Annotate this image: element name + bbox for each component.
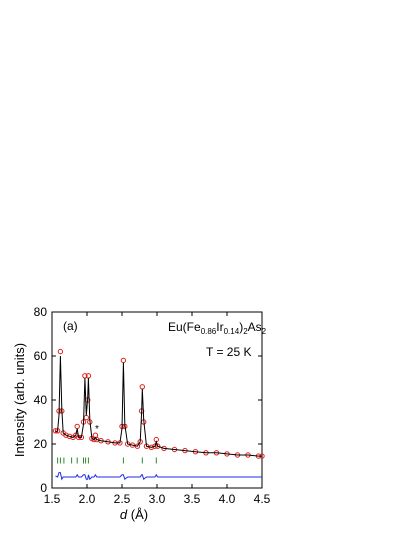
y-tick-label: 20 [34, 437, 48, 451]
formula-part: Ir [216, 320, 223, 334]
observed-point [120, 357, 127, 364]
x-tick-label: 3.5 [184, 492, 201, 506]
formula-part: As [248, 320, 262, 334]
observed-point [83, 414, 90, 421]
observed-point [152, 443, 158, 449]
y-tick-label: 80 [34, 305, 48, 319]
impurity-marker: * [95, 424, 99, 435]
series-line [55, 472, 262, 481]
formula-part: Eu(Fe [168, 320, 201, 334]
x-tick-label: 4.5 [254, 492, 271, 506]
x-tick-label: 3.0 [149, 492, 166, 506]
observed-point [57, 348, 64, 355]
observed-point [66, 433, 73, 439]
formula-sub: 0.86 [201, 327, 217, 336]
formula-sub: 2 [262, 327, 267, 336]
x-tick-label: 4.0 [219, 492, 236, 506]
formula-part: ) [239, 320, 243, 334]
x-tick-label: 2.0 [79, 492, 96, 506]
observed-point [139, 384, 146, 390]
formula: Eu(Fe0.86Ir0.14)2As2 [168, 320, 267, 336]
temperature: T = 25 K [206, 345, 251, 359]
y-axis-label: Intensity (arb. units) [12, 343, 27, 457]
panel-label: (a) [63, 319, 78, 333]
x-tick-label: 2.5 [114, 492, 131, 506]
observed-point [74, 423, 80, 430]
x-axis-label: d (Å) [120, 507, 148, 522]
x-label-unit: (Å) [131, 507, 148, 522]
observed-point [155, 443, 161, 449]
series-line [55, 355, 262, 457]
y-tick-label: 40 [34, 393, 48, 407]
formula-sub: 2 [243, 327, 248, 336]
observed-point [63, 432, 69, 438]
formula-sub: 0.14 [224, 327, 240, 336]
x-label-var: d [120, 507, 128, 522]
y-tick-label: 0 [40, 481, 47, 495]
x-tick-label: 1.5 [44, 492, 61, 506]
y-tick-label: 60 [34, 349, 48, 363]
